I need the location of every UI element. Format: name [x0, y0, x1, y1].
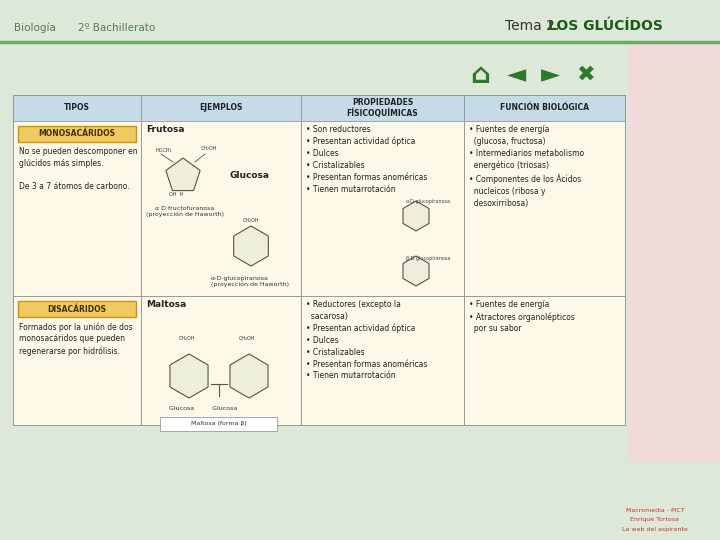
FancyBboxPatch shape: [18, 126, 136, 142]
Polygon shape: [166, 158, 200, 191]
Text: FUNCIÓN BIOLÓGICA: FUNCIÓN BIOLÓGICA: [500, 104, 589, 112]
Text: Formados por la unión de dos
monosacáridos que pueden
regenerarse por hidrólisis: Formados por la unión de dos monosacárid…: [19, 322, 132, 356]
Text: 2º Bachillerato: 2º Bachillerato: [78, 23, 156, 33]
Text: LOS GLÚCÍDOS: LOS GLÚCÍDOS: [548, 19, 663, 33]
Text: Maltosa: Maltosa: [146, 300, 186, 309]
Text: • Fuentes de energía
• Atractores organolépticos
  por su sabor: • Fuentes de energía • Atractores organo…: [469, 300, 575, 333]
Polygon shape: [403, 256, 429, 286]
Text: Glucosa         Glucosa: Glucosa Glucosa: [169, 406, 238, 411]
Text: EJEMPLOS: EJEMPLOS: [199, 104, 243, 112]
Text: OH  H: OH H: [169, 192, 184, 197]
Text: Tema 2.: Tema 2.: [505, 19, 564, 33]
Text: TIPOS: TIPOS: [64, 104, 90, 112]
Text: PROPIEDADES
FÍSICOQUÍMICAS: PROPIEDADES FÍSICOQUÍMICAS: [347, 98, 418, 118]
Text: • Fuentes de energía
  (glucosa, fructosa)
• Intermediarios metabolismo
  energé: • Fuentes de energía (glucosa, fructosa)…: [469, 125, 584, 207]
Text: Enrique Tortosa: Enrique Tortosa: [631, 517, 680, 523]
Text: La web del aspirante: La web del aspirante: [622, 528, 688, 532]
Text: DISACÁRIDOS: DISACÁRIDOS: [48, 305, 107, 314]
FancyBboxPatch shape: [628, 42, 720, 462]
Text: CH₂OH: CH₂OH: [179, 335, 196, 341]
Text: Maltosa (forma β): Maltosa (forma β): [191, 422, 246, 427]
Text: • Son reductores
• Presentan actividad óptica
• Dulces
• Cristalizables
• Presen: • Son reductores • Presentan actividad ó…: [306, 125, 428, 194]
FancyBboxPatch shape: [301, 95, 464, 121]
Text: Frutosa: Frutosa: [146, 125, 184, 134]
Text: ⌂: ⌂: [470, 61, 490, 89]
Text: α D fructofuranosa
(proyección de Haworth): α D fructofuranosa (proyección de Hawort…: [146, 206, 224, 218]
FancyBboxPatch shape: [160, 417, 277, 431]
Text: ✖: ✖: [576, 65, 594, 85]
Text: Glucosa: Glucosa: [229, 171, 269, 180]
Text: Macromedia - PICT: Macromedia - PICT: [626, 508, 685, 512]
Polygon shape: [230, 354, 268, 398]
FancyBboxPatch shape: [13, 95, 141, 121]
Text: • Reductores (excepto la
  sacarosa)
• Presentan actividad óptica
• Dulces
• Cri: • Reductores (excepto la sacarosa) • Pre…: [306, 300, 428, 381]
Text: CH₂OH: CH₂OH: [239, 335, 256, 341]
FancyBboxPatch shape: [18, 301, 136, 317]
Text: ◄: ◄: [508, 63, 526, 87]
Text: ►: ►: [541, 63, 561, 87]
Text: β D glucopiranosa: β D glucopiranosa: [406, 256, 451, 261]
Text: Biología: Biología: [14, 23, 56, 33]
FancyBboxPatch shape: [464, 95, 625, 121]
Text: HOCH₂: HOCH₂: [155, 148, 171, 153]
FancyBboxPatch shape: [13, 95, 625, 425]
Polygon shape: [403, 201, 429, 231]
Text: No se pueden descomponer en
glúcidos más simples.

De 3 a 7 átomos de carbono.: No se pueden descomponer en glúcidos más…: [19, 147, 138, 191]
FancyBboxPatch shape: [141, 95, 301, 121]
Text: α-D-glucopiranosa
(proyección de Haworth): α-D-glucopiranosa (proyección de Haworth…: [211, 276, 289, 287]
Polygon shape: [170, 354, 208, 398]
Text: CH₂OH: CH₂OH: [243, 218, 259, 222]
Text: α-D-glucopiranosa: α-D-glucopiranosa: [406, 199, 451, 204]
Text: MONOSACÁRIDOS: MONOSACÁRIDOS: [38, 130, 115, 138]
Text: CH₂OH: CH₂OH: [201, 145, 217, 151]
Polygon shape: [234, 226, 269, 266]
